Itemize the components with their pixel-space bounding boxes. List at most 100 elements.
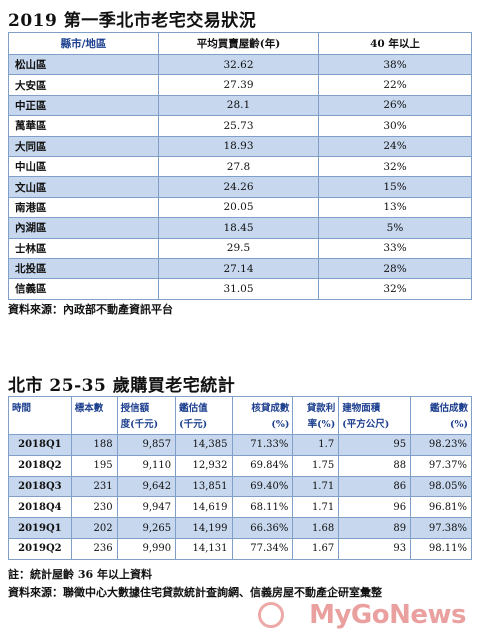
header-line: (平方公尺) [342, 419, 390, 430]
appraisal-ratio-cell: 97.38% [410, 517, 472, 539]
average-age-cell: 27.39 [158, 74, 319, 96]
table2-source: 資料來源：聯徵中心大數據住宅貸款統計查詢網、信義房屋不動產企研室彙整 [8, 586, 382, 599]
district-cell: 中正區 [8, 94, 159, 117]
appraisal-ratio-cell: 98.23% [410, 434, 472, 456]
header-appraisal-ratio: 鑑估成數 (%) [410, 396, 472, 435]
appraisal-ratio-cell: 98.11% [410, 537, 472, 560]
table-row: 2018Q4 230 9,947 14,619 68.11% 1.71 96 96.81% [8, 496, 472, 519]
header-average-age: 平均買賣屋齡(年) [158, 32, 319, 55]
average-age-cell: 18.45 [158, 217, 319, 239]
average-age-cell: 32.62 [158, 53, 319, 76]
header-line: 授信額 [120, 403, 150, 414]
interest-rate-cell: 1.71 [292, 475, 340, 498]
average-age-cell: 25.73 [158, 115, 319, 137]
floor-area-cell: 89 [338, 517, 412, 539]
header-period: 時間 [8, 396, 72, 435]
header-line: 核貸成數 [251, 403, 290, 414]
table-row: 內湖區 18.45 5% [8, 217, 472, 239]
over-40-cell: 33% [318, 237, 472, 259]
district-cell: 士林區 [8, 237, 159, 259]
header-interest-rate: 貸款利 率(%) [292, 396, 340, 435]
table-row: 南港區 20.05 13% [8, 196, 472, 219]
table-header-row: 時間 標本數 授信額 度(千元) 鑑估值 (千元) 核貸成數 (%) 貸款利 率(%) 建物面積 (平… [8, 396, 472, 435]
floor-area-cell: 96 [338, 496, 412, 519]
table2-title: 北市 25-35 歲購買老宅統計 [8, 376, 236, 396]
average-age-cell: 27.8 [158, 155, 319, 178]
district-cell: 北投區 [8, 257, 159, 280]
over-40-cell: 26% [318, 94, 472, 117]
interest-rate-cell: 1.71 [292, 496, 340, 519]
floor-area-cell: 88 [338, 454, 412, 477]
header-line: 標本數 [74, 403, 104, 414]
period-cell: 2018Q4 [8, 496, 72, 519]
over-40-cell: 28% [318, 257, 472, 280]
header-loan-amount: 授信額 度(千元) [116, 396, 177, 435]
over-40-cell: 24% [318, 135, 472, 157]
district-cell: 內湖區 [8, 217, 159, 239]
samples-cell: 202 [70, 517, 118, 539]
table-row: 萬華區 25.73 30% [8, 115, 472, 137]
header-district: 縣市/地區 [8, 32, 159, 55]
samples-cell: 236 [70, 537, 118, 560]
appraisal-cell: 14,199 [175, 517, 233, 539]
district-cell: 萬華區 [8, 115, 159, 137]
watermark: MyGoNews [309, 600, 466, 630]
header-line: (%) [449, 419, 468, 430]
table-row: 士林區 29.5 33% [8, 237, 472, 259]
header-line: 建物面積 [342, 403, 381, 414]
floor-area-cell: 93 [338, 537, 412, 560]
appraisal-ratio-cell: 96.81% [410, 496, 472, 519]
table-row: 2019Q2 236 9,990 14,131 77.34% 1.67 93 98.11% [8, 537, 472, 560]
statistics-note: 註：統計屋齡 36 年以上資料 [8, 568, 152, 581]
district-cell: 信義區 [8, 278, 159, 300]
young-buyers-statistics-table: 時間 標本數 授信額 度(千元) 鑑估值 (千元) 核貸成數 (%) 貸款利 率(%) 建物面積 (平… [8, 396, 472, 560]
average-age-cell: 31.05 [158, 278, 319, 300]
appraisal-cell: 14,385 [175, 434, 233, 456]
appraisal-cell: 12,932 [175, 454, 233, 477]
loan-ratio-cell: 69.84% [231, 454, 294, 477]
period-cell: 2019Q2 [8, 537, 72, 560]
over-40-cell: 38% [318, 53, 472, 76]
loan-amount-cell: 9,642 [116, 475, 177, 498]
loan-ratio-cell: 77.34% [231, 537, 294, 560]
appraisal-cell: 14,131 [175, 537, 233, 560]
interest-rate-cell: 1.75 [292, 454, 340, 477]
header-samples: 標本數 [70, 396, 118, 435]
table-row: 2019Q1 202 9,265 14,199 66.36% 1.68 89 97.38% [8, 517, 472, 539]
appraisal-cell: 14,619 [175, 496, 233, 519]
samples-cell: 231 [70, 475, 118, 498]
interest-rate-cell: 1.7 [292, 434, 340, 456]
loan-ratio-cell: 69.40% [231, 475, 294, 498]
table-row: 2018Q2 195 9,110 12,932 69.84% 1.75 88 97.37% [8, 454, 472, 477]
appraisal-cell: 13,851 [175, 475, 233, 498]
floor-area-cell: 86 [338, 475, 412, 498]
over-40-cell: 15% [318, 176, 472, 198]
period-cell: 2018Q1 [8, 434, 72, 456]
table-row: 大同區 18.93 24% [8, 135, 472, 157]
samples-cell: 188 [70, 434, 118, 456]
loan-amount-cell: 9,265 [116, 517, 177, 539]
district-cell: 大同區 [8, 135, 159, 157]
period-cell: 2018Q3 [8, 475, 72, 498]
district-cell: 文山區 [8, 176, 159, 198]
header-line: (%) [271, 419, 290, 430]
average-age-cell: 29.5 [158, 237, 319, 259]
samples-cell: 195 [70, 454, 118, 477]
table-row: 松山區 32.62 38% [8, 53, 472, 76]
header-line: 時間 [12, 403, 32, 414]
over-40-cell: 5% [318, 217, 472, 239]
loan-amount-cell: 9,947 [116, 496, 177, 519]
header-line: 鑑估成數 [429, 403, 468, 414]
header-appraisal: 鑑估值 (千元) [175, 396, 233, 435]
loan-ratio-cell: 71.33% [231, 434, 294, 456]
period-cell: 2019Q1 [8, 517, 72, 539]
loan-amount-cell: 9,857 [116, 434, 177, 456]
appraisal-ratio-cell: 97.37% [410, 454, 472, 477]
header-line: (千元) [179, 419, 208, 430]
old-house-transactions-table: 縣市/地區 平均買賣屋齡(年) 40 年以上 松山區 32.62 38% 大安區 27.… [8, 32, 472, 300]
table-row: 文山區 24.26 15% [8, 176, 472, 198]
header-line: 貸款利 [306, 403, 336, 414]
average-age-cell: 27.14 [158, 257, 319, 280]
table-row: 2018Q1 188 9,857 14,385 71.33% 1.7 95 98.23% [8, 434, 472, 456]
average-age-cell: 18.93 [158, 135, 319, 157]
